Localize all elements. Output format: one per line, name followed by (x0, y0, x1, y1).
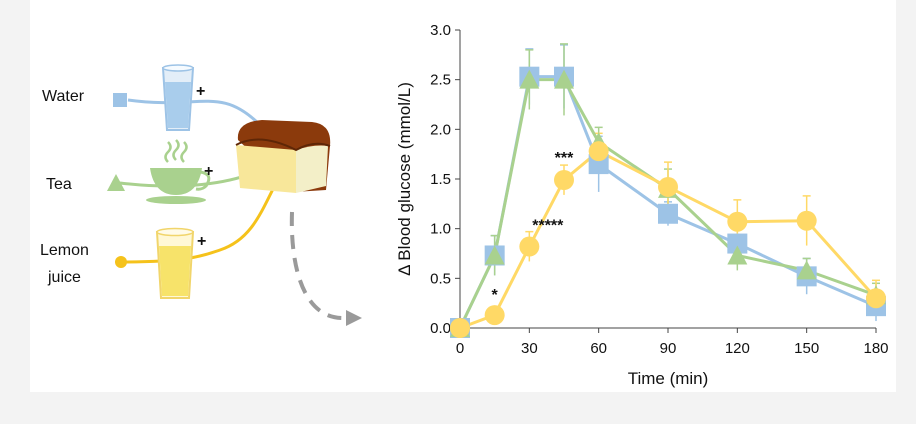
lemon-connector-line (121, 184, 277, 264)
tea-marker-icon (107, 174, 125, 191)
x-ticks: 0 30 60 90 120 150 180 (456, 328, 889, 357)
illustration: Water Tea Lemon juice + + + (40, 64, 362, 326)
significance-mark: *** (555, 150, 574, 167)
x-axis-title: Time (min) (628, 369, 709, 388)
plus-water: + (196, 83, 205, 100)
y-tick-label: 0.0 (430, 320, 451, 337)
y-tick-label: 0.5 (430, 270, 451, 287)
figure-svg: Water Tea Lemon juice + + + 0.0 0.5 1.0 1.5… (40, 22, 889, 388)
lemon_juice-point (588, 141, 609, 162)
lemon-glass-icon (155, 227, 195, 299)
lemon_juice-point (866, 288, 886, 309)
water-point (658, 203, 678, 224)
y-axis-title: Δ Blood glucose (mmol/L) (395, 82, 414, 276)
arrow-head-icon (346, 310, 362, 326)
dashed-arrow (289, 211, 346, 321)
x-tick-label: 150 (794, 340, 819, 357)
bread-icon (235, 120, 331, 193)
plus-tea: + (204, 163, 213, 180)
water-connector-line (127, 98, 262, 127)
water-point (727, 233, 748, 254)
y-tick-label: 3.0 (430, 22, 451, 39)
tea-point (484, 245, 505, 265)
label-water: Water (42, 88, 85, 105)
tea-point (519, 69, 540, 89)
y-tick-label: 1.5 (430, 171, 451, 188)
series-markers (450, 66, 886, 338)
lemon_juice-point (450, 318, 470, 338)
water-glass-icon (161, 64, 195, 131)
lemon_juice-point (727, 211, 748, 232)
lemon_juice-point (658, 176, 678, 197)
lemon_juice-point (796, 210, 817, 231)
significance-mark: ***** (532, 218, 564, 235)
y-tick-label: 2.0 (430, 121, 451, 138)
x-tick-label: 90 (660, 340, 677, 357)
x-tick-label: 120 (725, 340, 750, 357)
tea-point (554, 69, 574, 89)
tea-point (727, 245, 748, 265)
significance-mark: * (492, 287, 499, 304)
x-tick-label: 0 (456, 340, 464, 357)
lemon-marker-icon (115, 256, 127, 268)
x-tick-label: 60 (590, 340, 607, 357)
label-juice: juice (47, 269, 81, 286)
tea-cup-icon (146, 139, 211, 204)
lemon_juice-point (484, 305, 505, 326)
figure-panel: Water Tea Lemon juice + + + 0.0 0.5 1.0 1.5… (30, 0, 896, 392)
label-lemon: Lemon (40, 242, 89, 259)
label-tea: Tea (46, 176, 72, 193)
y-tick-label: 2.5 (430, 72, 451, 89)
x-tick-label: 180 (863, 340, 888, 357)
lemon_juice-point (554, 169, 574, 190)
water-marker-icon (113, 93, 127, 107)
y-ticks: 0.0 0.5 1.0 1.5 2.0 2.5 3.0 (430, 22, 460, 337)
y-tick-label: 1.0 (430, 221, 451, 238)
chart: 0.0 0.5 1.0 1.5 2.0 2.5 3.0 0 30 60 90 120 150 180 *… (395, 22, 889, 388)
x-tick-label: 30 (521, 340, 538, 357)
plus-lemon: + (197, 233, 206, 250)
lemon_juice-point (519, 236, 540, 257)
significance-annotations: ********* (492, 150, 575, 304)
tea-point (796, 260, 817, 280)
